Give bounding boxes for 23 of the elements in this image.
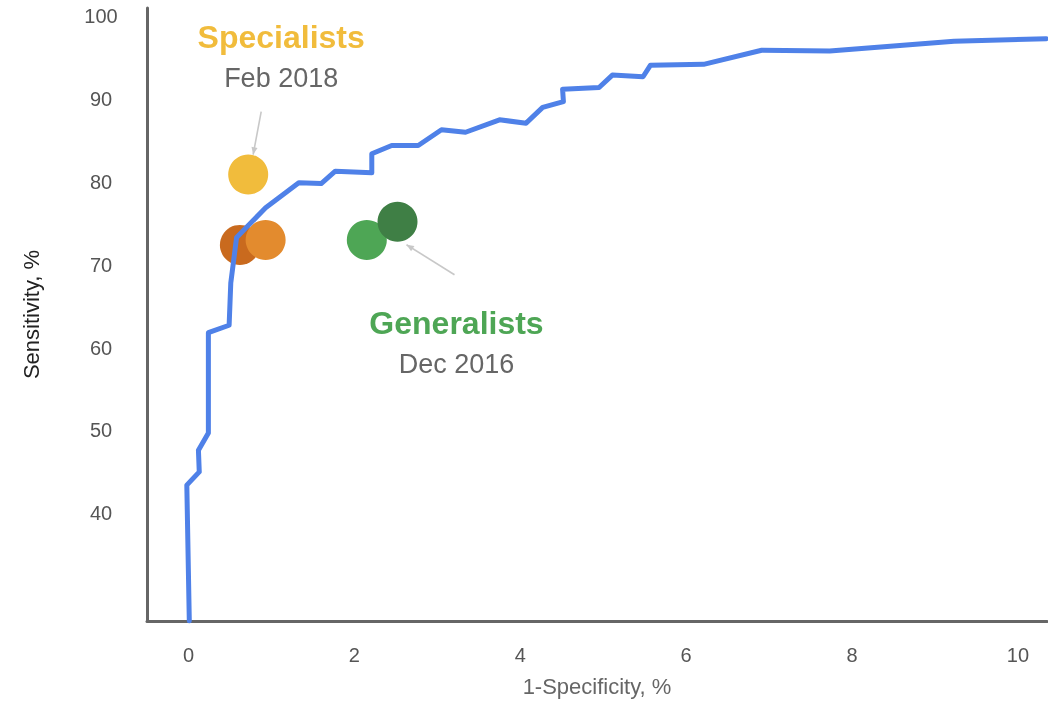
y-tick-label: 50 (89, 419, 113, 442)
y-tick-label: 100 (84, 5, 118, 28)
x-tick-label: 8 (846, 644, 858, 666)
point (346, 219, 387, 260)
annotation: Dec 2016 (398, 348, 515, 379)
annotation: Feb 2018 (224, 62, 339, 93)
y-axis-title: Sensitivity, % (18, 249, 44, 380)
point (228, 154, 269, 195)
text: Specialists (197, 18, 365, 55)
x-tick-label: 0 (182, 644, 195, 666)
x-axis-title: 1-Specificity, % (522, 673, 672, 699)
point (245, 219, 286, 260)
y-tick-label: 40 (89, 502, 113, 525)
y-tick-label: 90 (89, 88, 113, 111)
y-tick-label: 70 (89, 253, 113, 276)
x-tick-label: 6 (680, 644, 692, 666)
x-tick-label: 4 (514, 644, 526, 666)
x-tick-label: 2 (348, 644, 360, 666)
y-tick-label: 60 (89, 336, 113, 359)
point (377, 201, 418, 242)
series-label: Generalists (369, 304, 544, 341)
x-tick-label: 10 (1006, 644, 1030, 666)
y-tick-label: 80 (89, 170, 113, 193)
